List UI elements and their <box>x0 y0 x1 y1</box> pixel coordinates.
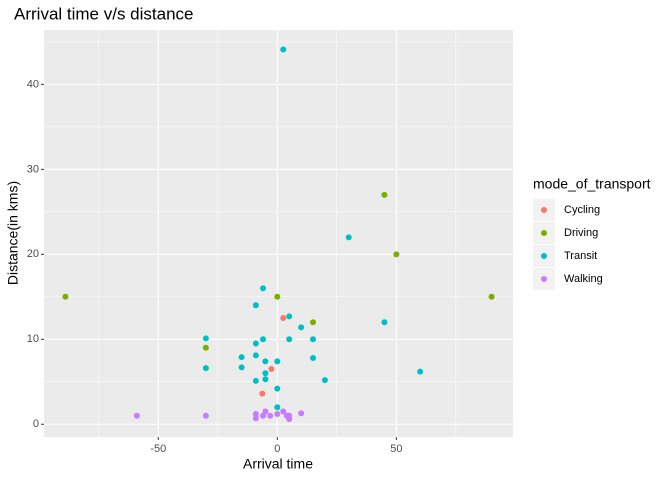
point <box>252 415 259 422</box>
point <box>283 412 290 419</box>
point <box>381 191 388 198</box>
point <box>345 234 352 241</box>
legend-title: mode_of_transport <box>533 176 651 192</box>
legend-label: Cycling <box>564 204 600 216</box>
point <box>252 377 259 384</box>
point <box>417 368 424 375</box>
legend-label: Driving <box>564 227 598 239</box>
x-tick-label: 50 <box>390 443 402 455</box>
x-tick-label: 0 <box>274 443 280 455</box>
point <box>310 319 317 326</box>
y-tick-label: 20 <box>27 248 39 260</box>
y-axis-label: Distance(in kms) <box>5 181 21 285</box>
point <box>202 365 209 372</box>
point <box>274 358 281 365</box>
point <box>274 293 281 300</box>
legend-marker <box>541 230 547 236</box>
point <box>202 412 209 419</box>
point <box>259 390 266 397</box>
point <box>262 370 269 377</box>
point <box>298 410 305 417</box>
point <box>238 364 245 371</box>
point <box>262 358 269 365</box>
point <box>260 336 267 343</box>
point <box>252 352 259 359</box>
panel <box>44 30 513 437</box>
legend-marker <box>541 207 547 213</box>
point <box>298 324 305 331</box>
point <box>274 404 281 411</box>
point <box>393 251 400 258</box>
y-tick-label: 30 <box>27 163 39 175</box>
point <box>381 319 388 326</box>
point <box>260 412 267 419</box>
point <box>274 411 281 418</box>
chart-title: Arrival time v/s distance <box>14 4 194 23</box>
point <box>267 412 274 419</box>
y-tick-label: 10 <box>27 333 39 345</box>
x-axis-label: Arrival time <box>243 456 313 472</box>
point <box>252 411 259 418</box>
point <box>280 315 287 322</box>
point <box>202 344 209 351</box>
x-tick-label: -50 <box>150 443 166 455</box>
legend-label: Walking <box>564 273 603 285</box>
y-tick-label: 0 <box>33 418 39 430</box>
point <box>268 366 275 373</box>
legend-marker <box>541 253 547 259</box>
point <box>274 385 281 392</box>
point <box>133 412 140 419</box>
point <box>62 293 69 300</box>
point <box>238 354 245 361</box>
point <box>488 293 495 300</box>
point <box>321 377 328 384</box>
point <box>260 285 267 292</box>
point <box>310 336 317 343</box>
legend-marker <box>541 276 547 282</box>
legend-label: Transit <box>564 250 597 262</box>
point <box>252 340 259 347</box>
point <box>280 408 287 415</box>
y-tick-label: 40 <box>27 78 39 90</box>
point <box>310 354 317 361</box>
point <box>202 335 209 342</box>
point <box>252 302 259 309</box>
point <box>262 376 269 383</box>
point <box>286 313 293 320</box>
point <box>280 46 287 53</box>
point <box>286 336 293 343</box>
